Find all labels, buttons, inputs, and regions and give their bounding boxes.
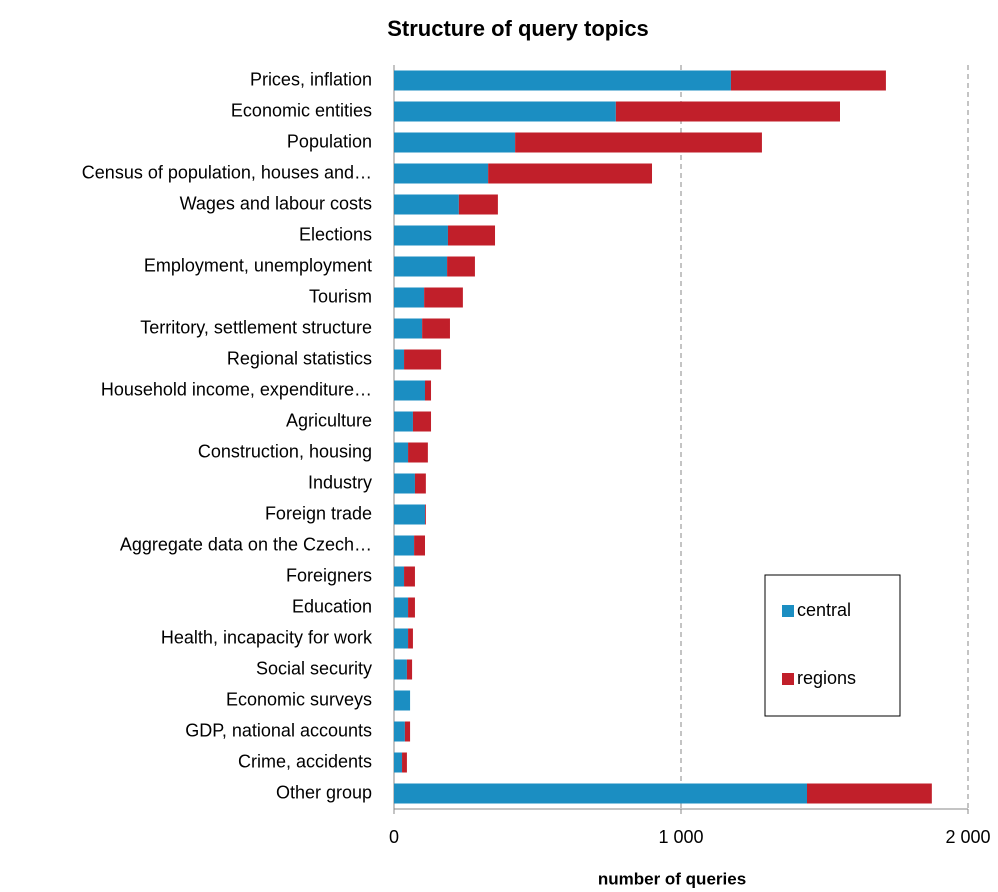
bar-segment bbox=[408, 442, 428, 463]
bar-segment bbox=[422, 318, 450, 339]
bar-segment bbox=[394, 504, 425, 525]
bar-segment bbox=[394, 659, 407, 680]
y-tick-label: Social security bbox=[256, 658, 372, 678]
y-tick-label: Aggregate data on the Czech… bbox=[120, 534, 372, 554]
bar-segment bbox=[394, 535, 415, 556]
bar-segment bbox=[394, 70, 731, 91]
bar-segment bbox=[402, 752, 407, 773]
y-tick-label: Health, incapacity for work bbox=[161, 627, 373, 647]
y-tick-label: Territory, settlement structure bbox=[140, 317, 372, 337]
bar-segment bbox=[394, 380, 425, 401]
y-tick-label: Economic entities bbox=[231, 100, 372, 120]
bar-segment bbox=[424, 380, 432, 401]
bar-segment bbox=[615, 101, 840, 122]
bar-segment bbox=[408, 597, 415, 618]
y-tick-label: Prices, inflation bbox=[250, 69, 372, 89]
y-tick-label: GDP, national accounts bbox=[185, 720, 372, 740]
y-tick-label: Census of population, houses and… bbox=[82, 162, 372, 182]
bar-segment bbox=[394, 256, 448, 277]
y-tick-label: Education bbox=[292, 596, 372, 616]
chart-title: Structure of query topics bbox=[387, 16, 649, 41]
bar-segment bbox=[730, 70, 886, 91]
legend-label: regions bbox=[797, 668, 856, 688]
bar-segment bbox=[394, 783, 807, 804]
x-tick-label: 0 bbox=[389, 827, 399, 847]
legend-swatch bbox=[782, 605, 794, 617]
bar-segment bbox=[394, 566, 405, 587]
bar-segment bbox=[394, 690, 411, 711]
legend-box bbox=[764, 574, 901, 717]
bar-segment bbox=[394, 287, 425, 308]
bar-segment bbox=[394, 194, 459, 215]
bar-segment bbox=[406, 659, 413, 680]
legend-label: central bbox=[797, 600, 851, 620]
y-tick-label: Agriculture bbox=[286, 410, 372, 430]
bar-segment bbox=[394, 163, 489, 184]
bar-segment bbox=[414, 473, 426, 494]
y-tick-label: Other group bbox=[276, 782, 372, 802]
bar-segment bbox=[488, 163, 653, 184]
bar-segment bbox=[394, 628, 409, 649]
bar-segment bbox=[412, 411, 432, 432]
bar-segment bbox=[404, 566, 415, 587]
y-tick-label: Construction, housing bbox=[198, 441, 372, 461]
bar-segment bbox=[515, 132, 762, 153]
x-tick-label: 1 000 bbox=[658, 827, 703, 847]
bar-segment bbox=[404, 349, 442, 370]
x-tick-label: 2 000 bbox=[945, 827, 990, 847]
y-tick-label: Foreign trade bbox=[265, 503, 372, 523]
bar-segment bbox=[447, 256, 475, 277]
bar-segment bbox=[424, 504, 426, 525]
y-tick-label: Employment, unemployment bbox=[144, 255, 372, 275]
bar-segment bbox=[394, 721, 405, 742]
bar-segment bbox=[394, 225, 448, 246]
y-tick-label: Industry bbox=[308, 472, 372, 492]
y-tick-label: Economic surveys bbox=[226, 689, 372, 709]
bar-segment bbox=[394, 597, 409, 618]
bar-segment bbox=[394, 411, 413, 432]
bar-segment bbox=[394, 101, 616, 122]
y-tick-label: Crime, accidents bbox=[238, 751, 372, 771]
bar-segment bbox=[414, 535, 425, 556]
bar-segment bbox=[394, 473, 415, 494]
bar-segment bbox=[394, 752, 403, 773]
x-axis-label: number of queries bbox=[598, 869, 746, 888]
bar-segment bbox=[394, 442, 409, 463]
bar-segment bbox=[408, 628, 413, 649]
bar-segment bbox=[394, 349, 405, 370]
y-tick-label: Population bbox=[287, 131, 372, 151]
bar-segment bbox=[394, 318, 423, 339]
y-tick-label: Elections bbox=[299, 224, 372, 244]
bar-segment bbox=[404, 721, 411, 742]
bar-segment bbox=[458, 194, 498, 215]
bar-segment bbox=[394, 132, 516, 153]
bar-segment bbox=[424, 287, 463, 308]
y-tick-label: Foreigners bbox=[286, 565, 372, 585]
legend-swatch bbox=[782, 673, 794, 685]
y-tick-label: Household income, expenditure… bbox=[101, 379, 372, 399]
bar-segment bbox=[806, 783, 932, 804]
y-tick-label: Tourism bbox=[309, 286, 372, 306]
bar-segment bbox=[447, 225, 496, 246]
y-tick-label: Regional statistics bbox=[227, 348, 372, 368]
y-tick-label: Wages and labour costs bbox=[180, 193, 372, 213]
